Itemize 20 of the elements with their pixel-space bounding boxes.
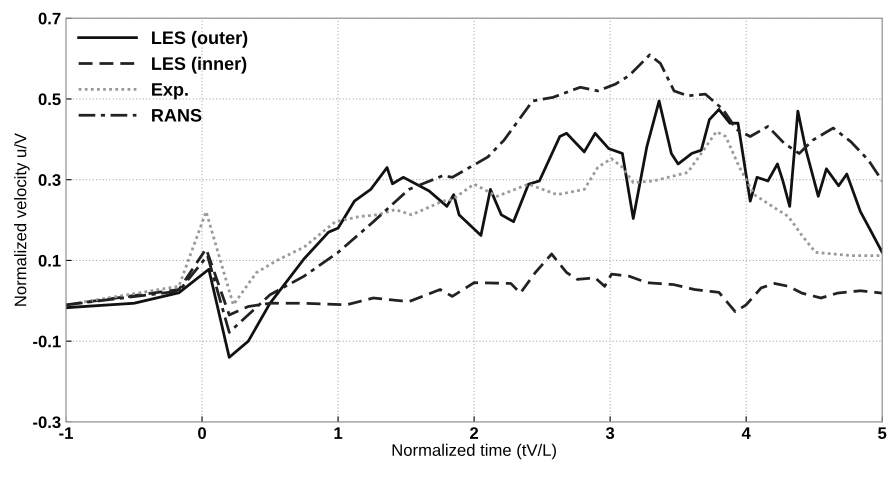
legend-label: LES (inner) xyxy=(152,56,246,74)
y-tick-label: -0.1 xyxy=(33,336,61,348)
x-tick-label: 5 xyxy=(878,427,886,440)
y-tick-label: 0.3 xyxy=(38,174,61,186)
line-series xyxy=(66,130,882,306)
y-tick-label: 0.5 xyxy=(38,93,61,106)
x-tick-label: 4 xyxy=(742,427,751,439)
legend-label: RANS xyxy=(152,108,202,122)
x-axis-title: Normalized time (tV/L) xyxy=(392,444,556,460)
x-tick-label: 1 xyxy=(334,427,342,439)
x-tick-label: -1 xyxy=(59,427,73,439)
y-tick-label: -0.3 xyxy=(33,416,61,428)
y-tick-label: 0.1 xyxy=(38,254,61,267)
legend-label: LES (outer) xyxy=(152,30,248,48)
legend-label: Exp. xyxy=(152,83,188,100)
x-tick-label: 0 xyxy=(198,427,206,440)
x-tick-label: 2 xyxy=(470,427,478,439)
y-tick-label: 0.7 xyxy=(38,12,60,24)
x-tick-label: 3 xyxy=(606,427,614,440)
y-axis-title: Normalized velocity u/V xyxy=(14,133,30,306)
